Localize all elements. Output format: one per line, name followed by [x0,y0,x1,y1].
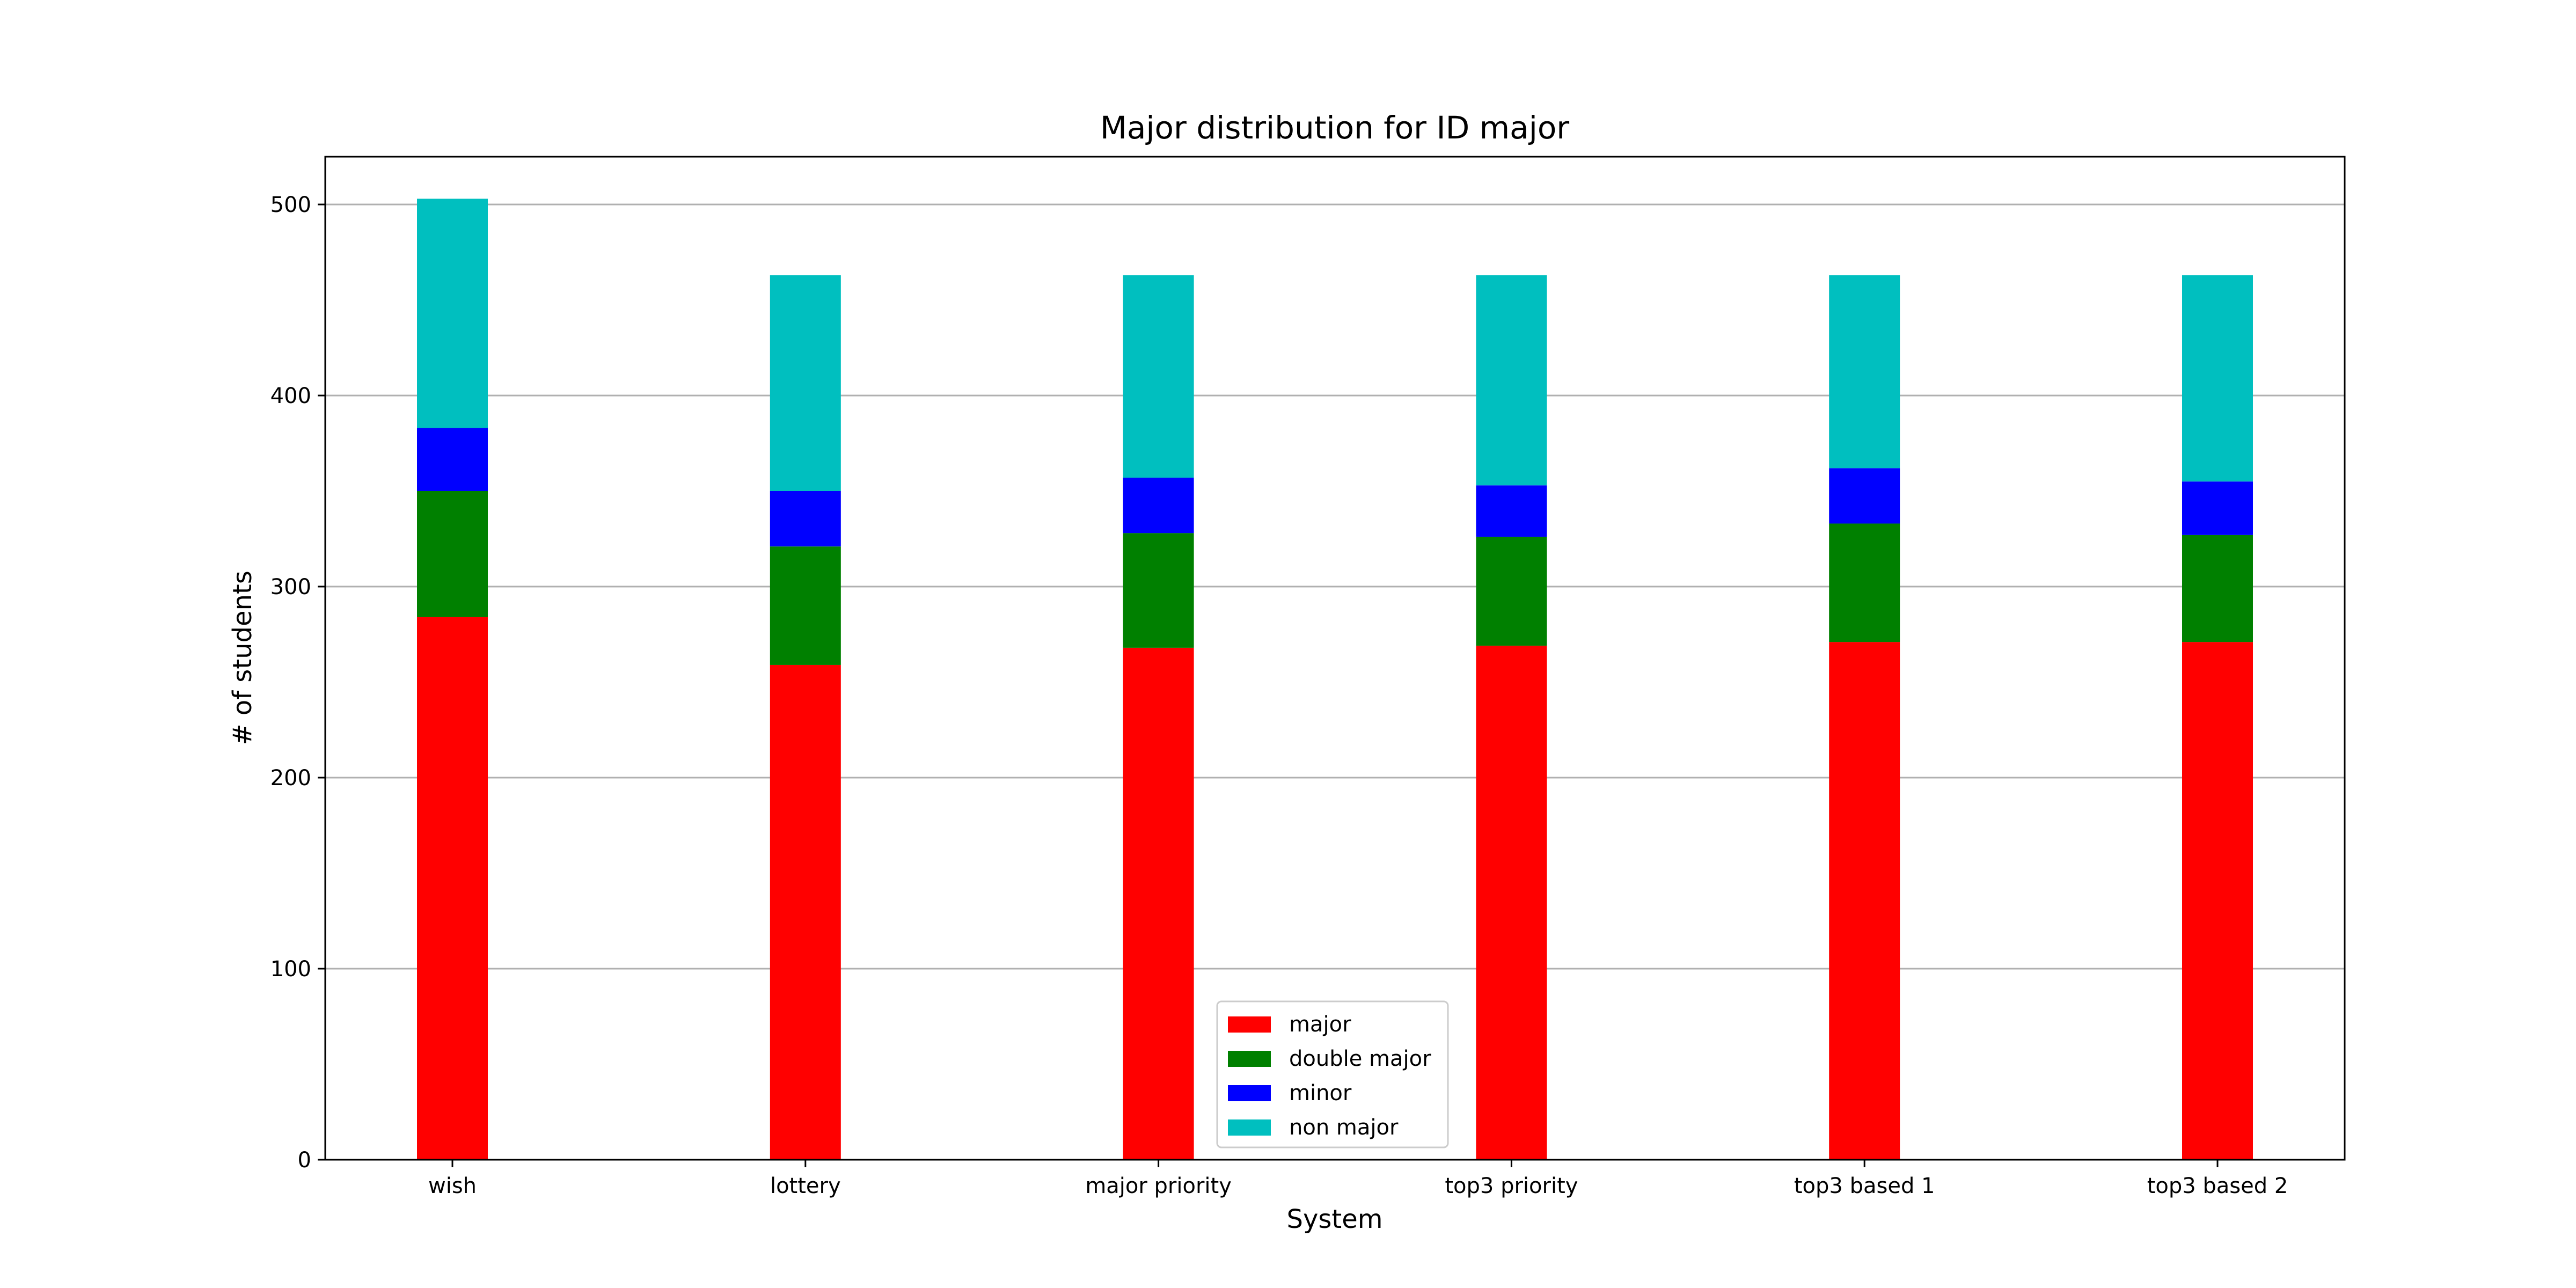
bar-non-major-top3-based-1 [1829,275,1900,469]
x-tick-label: top3 priority [1445,1174,1578,1198]
x-axis: wish lottery major priority top3 priority to… [428,1160,2288,1198]
bar-double-major-top3-based-1 [1829,523,1900,642]
bar-double-major-major-priority [1123,533,1194,648]
legend-swatch [1228,1051,1271,1067]
legend: major double major minor non major [1216,1000,1449,1148]
bar-minor-wish [417,428,488,491]
bar-minor-top3-based-1 [1829,468,1900,524]
x-tick-label: top3 based 1 [1794,1174,1935,1198]
bar-minor-lottery [770,491,841,547]
bar-non-major-top3-based-2 [2182,275,2253,482]
bar-non-major-major-priority [1123,275,1194,478]
bar-major-lottery [770,664,841,1160]
x-tick-label: lottery [770,1174,841,1198]
bar-major-wish [417,617,488,1160]
bar-double-major-top3-based-2 [2182,535,2253,642]
bar-major-top3-based-1 [1829,642,1900,1160]
y-tick-label: 100 [270,957,311,982]
bar-minor-top3-priority [1476,485,1547,537]
legend-swatch [1228,1085,1271,1101]
bar-non-major-lottery [770,275,841,491]
bar-minor-major-priority [1123,478,1194,533]
legend-label: major [1289,1012,1351,1037]
x-axis-label: System [1287,1204,1383,1234]
y-tick-label: 300 [270,575,311,599]
y-tick-label: 500 [270,193,311,217]
legend-swatch [1228,1119,1271,1136]
chart-title: Major distribution for ID major [1100,109,1569,146]
bar-double-major-top3-priority [1476,537,1547,646]
plot-frame [324,156,2346,1161]
legend-box [1216,1000,1449,1148]
bar-major-major-priority [1123,647,1194,1160]
y-tick-label: 400 [270,384,311,408]
y-tick-label: 0 [298,1148,311,1173]
bars [417,199,2253,1160]
y-axis: 0 100 200 300 400 500 [270,193,325,1173]
legend-swatch [1228,1016,1271,1033]
bar-non-major-wish [417,199,488,428]
x-tick-label: wish [428,1174,477,1198]
bar-double-major-lottery [770,546,841,665]
legend-label: non major [1289,1115,1399,1140]
bar-non-major-top3-priority [1476,275,1547,486]
y-tick-label: 200 [270,766,311,791]
x-tick-label: top3 based 2 [2147,1174,2288,1198]
bar-major-top3-priority [1476,646,1547,1160]
bar-double-major-wish [417,491,488,617]
y-axis-label: # of students [228,570,258,745]
bar-major-top3-based-2 [2182,642,2253,1160]
legend-label: minor [1289,1081,1352,1106]
legend-label: double major [1289,1046,1431,1071]
bar-minor-top3-based-2 [2182,481,2253,535]
x-tick-label: major priority [1085,1174,1232,1198]
